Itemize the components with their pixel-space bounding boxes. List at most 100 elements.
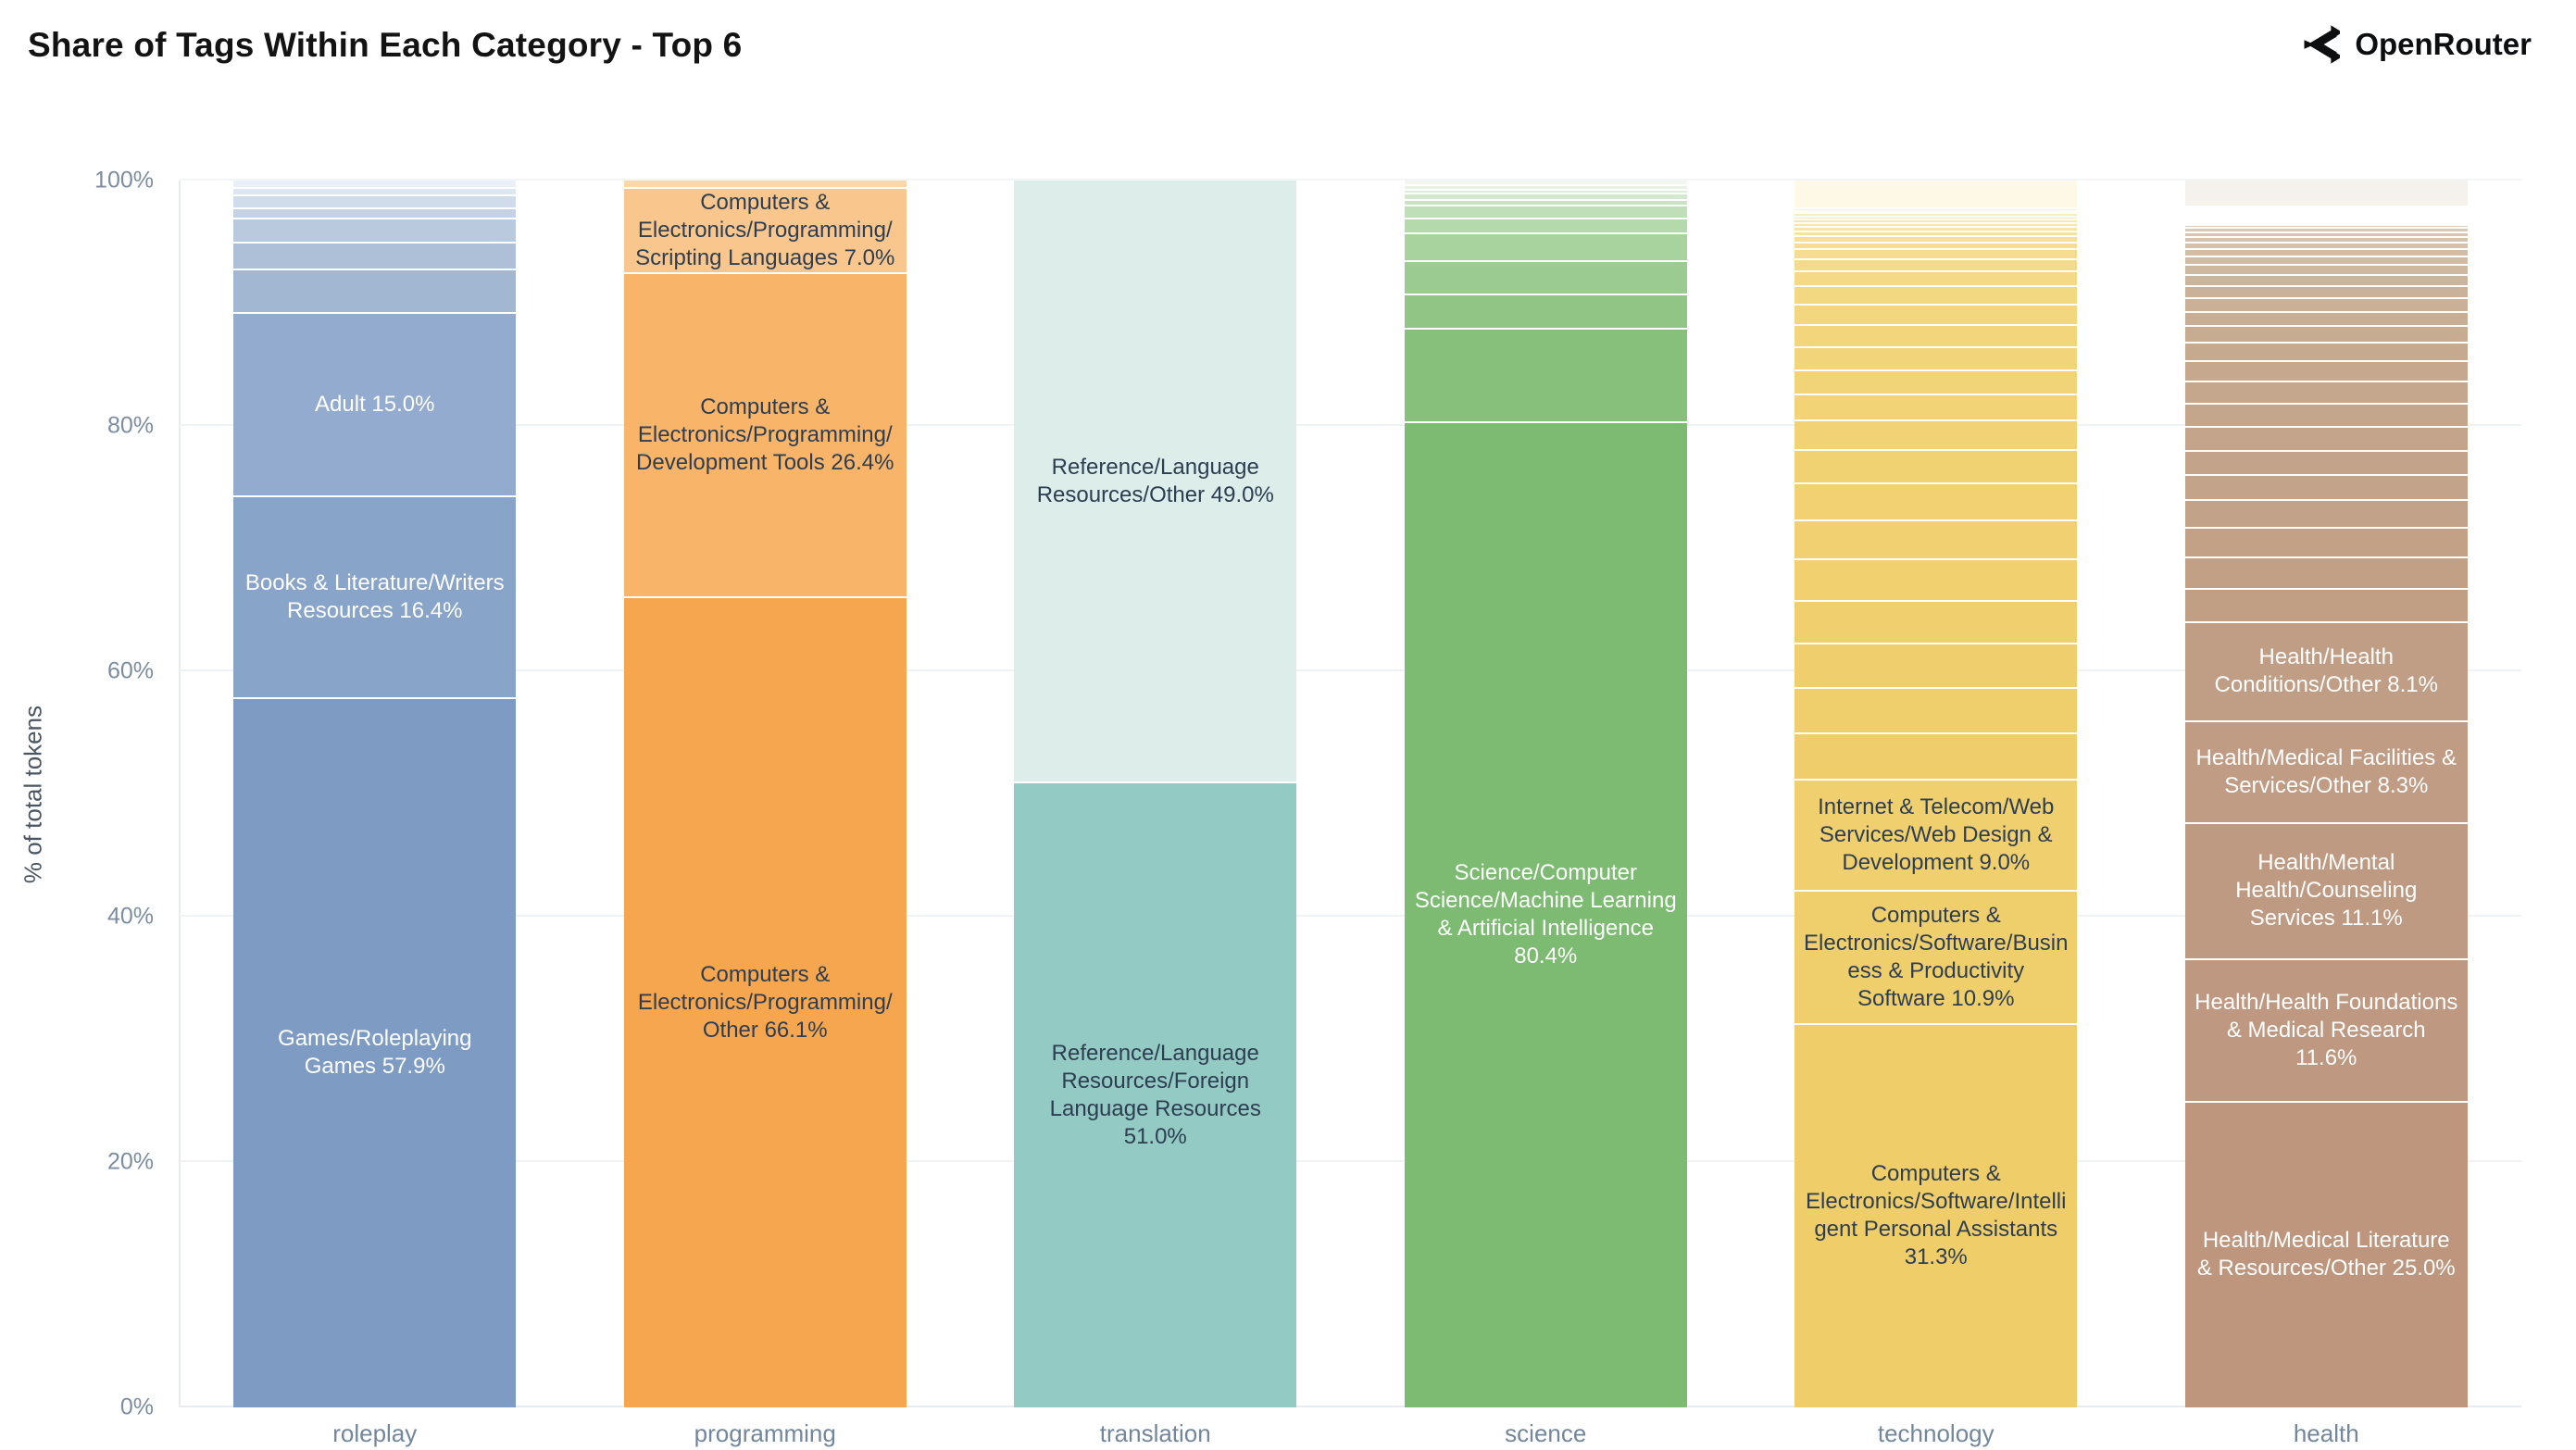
bar-segment[interactable] <box>2184 273 2468 285</box>
bar-segment[interactable] <box>233 242 517 269</box>
bar-segment[interactable] <box>1404 327 1687 421</box>
bar-segment[interactable]: Computers & Electronics/Programming/Deve… <box>623 272 907 597</box>
bar-segment[interactable] <box>233 181 517 187</box>
bar-segment[interactable]: Reference/Language Resources/Other 49.0% <box>1014 181 1297 782</box>
bar-segment[interactable] <box>1794 219 2078 223</box>
bar-segment[interactable] <box>1404 183 1687 189</box>
bar-segment[interactable] <box>2184 527 2468 557</box>
bar-segment[interactable] <box>1794 248 2078 259</box>
bar-segment[interactable] <box>2184 310 2468 326</box>
bar-segment[interactable] <box>2184 216 2468 219</box>
bar-segment[interactable] <box>233 269 517 312</box>
bar-segment[interactable] <box>1404 193 1687 199</box>
bar-segment[interactable] <box>2184 296 2468 311</box>
bar-segment[interactable] <box>2184 205 2468 207</box>
bar-segment[interactable] <box>2184 223 2468 228</box>
bar-segment[interactable] <box>1794 207 2078 210</box>
bar-segment[interactable] <box>1794 732 2078 780</box>
bar-segment[interactable]: Games/Roleplaying Games 57.9% <box>233 696 517 1407</box>
bar-segment[interactable] <box>2184 381 2468 403</box>
bar-segment[interactable]: Computers & Electronics/Programming/Scri… <box>623 186 907 273</box>
bar-segment[interactable] <box>1794 419 2078 450</box>
bar-segment[interactable] <box>1794 230 2078 235</box>
bar-segment[interactable] <box>2184 360 2468 381</box>
bar-segment[interactable] <box>1794 304 2078 324</box>
bar-segment[interactable] <box>1794 209 2078 213</box>
bar-segment[interactable]: Internet & Telecom/Web Services/Web Desi… <box>1794 779 2078 890</box>
bar-segment[interactable] <box>1794 234 2078 242</box>
bar-segment[interactable] <box>2184 219 2468 222</box>
bar-segment[interactable] <box>1794 258 2078 271</box>
bar-segment[interactable] <box>2184 231 2468 237</box>
bar-segment[interactable] <box>2184 284 2468 297</box>
bar-segment[interactable] <box>1794 181 2078 208</box>
bar-segment[interactable] <box>2184 221 2468 224</box>
openrouter-brand[interactable]: OpenRouter <box>2299 24 2532 65</box>
bar-segment[interactable]: Health/Medical Literature & Resources/Ot… <box>2184 1100 2468 1407</box>
bar-segment[interactable] <box>1794 241 2078 249</box>
bar-segment[interactable] <box>2184 255 2468 265</box>
bar-segment[interactable] <box>2184 212 2468 215</box>
bar-segment[interactable]: Health/Health Conditions/Other 8.1% <box>2184 620 2468 720</box>
bar-segment[interactable] <box>1404 260 1687 294</box>
bar-segment[interactable] <box>1794 323 2078 346</box>
bar-segment[interactable] <box>2184 227 2468 232</box>
bar-segment[interactable]: Computers & Electronics/Programming/Othe… <box>623 596 907 1407</box>
bar-segment[interactable]: Computers & Electronics/Software/Intelli… <box>1794 1023 2078 1407</box>
bar-segment[interactable] <box>1794 394 2078 420</box>
bar-segment[interactable] <box>2184 214 2468 217</box>
bar-segment[interactable] <box>1794 215 2078 219</box>
bar-segment[interactable] <box>1794 270 2078 286</box>
bar-segment[interactable] <box>1794 285 2078 305</box>
bar-segment[interactable] <box>1794 643 2078 688</box>
bar-segment[interactable] <box>1794 345 2078 369</box>
bar-segment[interactable] <box>1794 449 2078 482</box>
bar-segment[interactable] <box>2184 210 2468 213</box>
bar-segment[interactable]: Books & Literature/Writers Resources 16.… <box>233 495 517 697</box>
bar-segment[interactable] <box>1794 481 2078 519</box>
bar-segment[interactable]: Health/Medical Facilities & Services/Oth… <box>2184 719 2468 822</box>
bar-segment[interactable] <box>2184 499 2468 528</box>
bar-segment[interactable] <box>233 207 517 218</box>
bar-segment[interactable] <box>1404 181 1687 184</box>
bar-segment[interactable] <box>2184 473 2468 500</box>
bar-segment[interactable] <box>2184 242 2468 248</box>
bar-segment[interactable] <box>1404 188 1687 194</box>
bar-segment[interactable] <box>1794 212 2078 216</box>
bar-segment[interactable] <box>2184 325 2468 343</box>
bar-segment[interactable] <box>2184 208 2468 211</box>
bar-segment[interactable] <box>2184 236 2468 243</box>
bar-segment[interactable] <box>1794 600 2078 644</box>
bar-segment[interactable] <box>2184 402 2468 427</box>
bar-segment[interactable] <box>233 194 517 208</box>
bar-segment[interactable] <box>233 186 517 194</box>
bar-segment[interactable]: Health/Health Foundations & Medical Rese… <box>2184 957 2468 1101</box>
bar-segment[interactable] <box>233 217 517 243</box>
bar-segment[interactable]: Adult 15.0% <box>233 311 517 496</box>
bar-segment[interactable]: Health/Mental Health/Counseling Services… <box>2184 821 2468 958</box>
bar-segment[interactable]: Science/Computer Science/Machine Learnin… <box>1404 420 1687 1407</box>
bar-segment[interactable] <box>1794 222 2078 226</box>
bar-segment[interactable] <box>2184 206 2468 209</box>
bar-segment[interactable] <box>2184 587 2468 621</box>
bar-segment[interactable] <box>1794 557 2078 601</box>
bar-segment[interactable] <box>1794 225 2078 231</box>
bar-segment[interactable]: Reference/Language Resources/Foreign Lan… <box>1014 781 1297 1407</box>
bar-segment[interactable] <box>2184 181 2468 206</box>
bar-segment[interactable] <box>1794 687 2078 733</box>
bar-segment[interactable] <box>1794 519 2078 558</box>
bar-segment[interactable] <box>2184 426 2468 450</box>
bar-segment[interactable]: Computers & Electronics/Software/Busines… <box>1794 889 2078 1024</box>
bar-segment[interactable] <box>2184 264 2468 274</box>
bar-segment[interactable] <box>623 181 907 187</box>
bar-segment[interactable] <box>1404 198 1687 206</box>
bar-segment[interactable] <box>2184 556 2468 588</box>
bar-segment[interactable] <box>1794 369 2078 394</box>
bar-segment[interactable] <box>2184 247 2468 256</box>
bar-segment[interactable] <box>1404 231 1687 261</box>
bar-segment[interactable] <box>2184 218 2468 220</box>
bar-segment[interactable] <box>1404 217 1687 232</box>
bar-segment[interactable] <box>1404 293 1687 328</box>
bar-segment[interactable] <box>2184 342 2468 361</box>
bar-segment[interactable] <box>2184 449 2468 474</box>
